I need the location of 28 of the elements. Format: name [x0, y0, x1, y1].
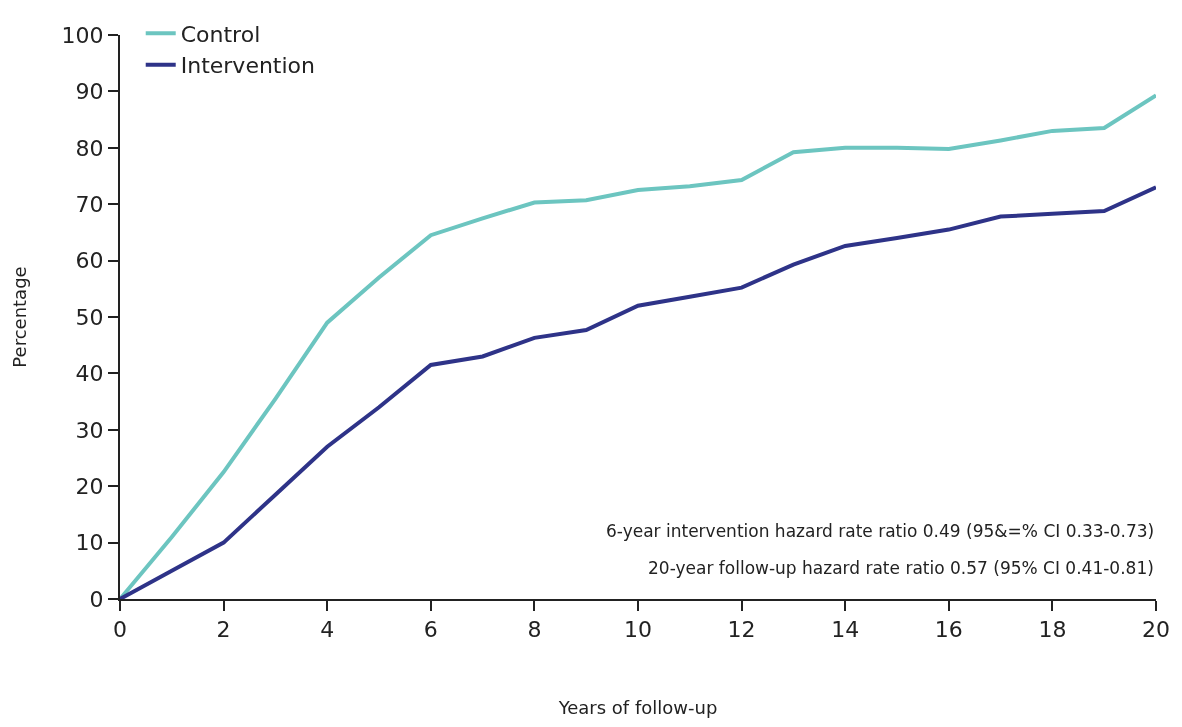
annotation: 20-year follow-up hazard rate ratio 0.57 (95% CI 0.41-0.81) — [648, 558, 1154, 578]
x-tick-label: 8 — [527, 617, 542, 643]
y-tick-label: 80 — [75, 135, 104, 161]
y-tick-label: 30 — [75, 417, 104, 443]
x-tick-label: 18 — [1038, 617, 1067, 643]
x-tick-label: 16 — [934, 617, 963, 643]
x-tick-label: 14 — [831, 617, 860, 643]
x-tick-label: 6 — [423, 617, 438, 643]
y-tick-label: 60 — [75, 248, 104, 274]
x-tick-label: 10 — [624, 617, 652, 643]
y-tick-label: 100 — [61, 22, 104, 48]
x-tick-label: 0 — [113, 617, 127, 643]
y-tick-label: 20 — [75, 473, 104, 499]
x-tick-label: 20 — [1142, 617, 1170, 643]
x-tick-label: 2 — [216, 617, 231, 643]
y-axis-title: Percentage — [9, 266, 31, 368]
y-tick-label: 90 — [75, 79, 104, 105]
y-tick-label: 70 — [75, 191, 104, 217]
y-tick-label: 50 — [75, 304, 104, 330]
x-axis-title: Years of follow-up — [557, 697, 718, 718]
x-tick-label: 12 — [727, 617, 756, 643]
legend-label: Control — [180, 21, 261, 47]
y-tick-label: 40 — [75, 361, 104, 387]
x-tick-label: 4 — [320, 617, 335, 643]
y-tick-label: 0 — [89, 586, 104, 612]
annotation: 6-year intervention hazard rate ratio 0.49 (95&=% CI 0.33-0.73) — [606, 521, 1155, 541]
legend-label: Intervention — [180, 53, 315, 79]
y-tick-label: 10 — [75, 530, 104, 556]
